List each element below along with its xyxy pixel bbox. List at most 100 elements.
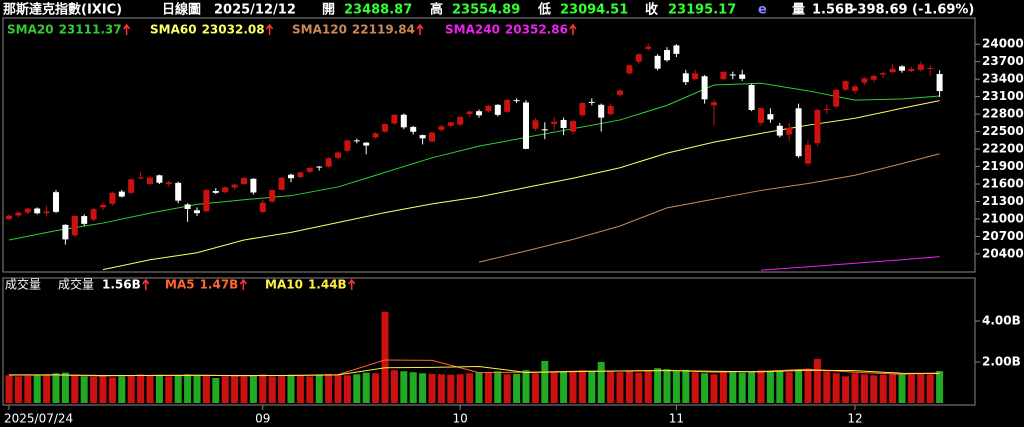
candle-body [682, 73, 689, 83]
candle-body [184, 204, 191, 209]
volume-bar [90, 376, 98, 403]
candle-body [457, 116, 464, 125]
candle-body [833, 89, 840, 107]
candle-body [626, 65, 633, 74]
candle-body [739, 74, 746, 79]
volume-bar [155, 374, 163, 403]
volume-bar [936, 371, 944, 403]
x-tick-label: 09 [255, 412, 270, 426]
candle-body [222, 187, 229, 193]
volume-bar [419, 373, 427, 403]
volume-bar [691, 372, 699, 403]
candle-body [729, 74, 736, 76]
y-tick-label: 23700 [982, 54, 1024, 68]
candle-body [532, 120, 539, 129]
volume-bar [400, 371, 408, 403]
candle-body [269, 190, 276, 202]
volume-bar [343, 375, 351, 403]
y-tick-label: 21600 [982, 177, 1024, 191]
up-arrow-icon [416, 23, 424, 35]
candle-body [250, 178, 257, 193]
volume-bar [437, 374, 445, 403]
y-tick-label: 22200 [982, 142, 1024, 156]
volume-bar [428, 373, 436, 403]
candle-body [720, 71, 727, 80]
volume-bar [907, 374, 915, 403]
legend-value: 20352.86 [505, 23, 568, 37]
candle-body [259, 202, 266, 212]
volume-bar [221, 376, 229, 403]
average-line [102, 100, 940, 271]
volume-bar [832, 373, 840, 403]
candle-body [410, 126, 417, 132]
candle-body [325, 158, 332, 167]
candle-body [71, 215, 78, 236]
candle-body [147, 177, 153, 185]
x-tick-label: 2025/07/24 [4, 412, 73, 426]
y-tick-label: 21900 [982, 159, 1024, 173]
y-tick-label: 22500 [982, 124, 1024, 138]
volume-bar [174, 375, 182, 403]
legend-value: 1.44B [308, 278, 347, 292]
volume-bar [362, 372, 370, 403]
candle-body [870, 76, 877, 80]
close-label: 收 [645, 2, 659, 18]
legend-value: 23032.08 [202, 23, 265, 37]
open-label: 開 [322, 3, 335, 18]
volume-bar [146, 375, 154, 403]
legend-name: SMA60 [150, 23, 197, 37]
volume-bar [99, 376, 107, 403]
volume-bar [287, 374, 295, 403]
volume-bar [926, 374, 934, 403]
up-arrow-icon [569, 23, 577, 35]
close-value: 23195.17 [668, 3, 736, 18]
volume-bar [729, 372, 737, 403]
candle-body [598, 104, 605, 118]
y-tick-label: 22800 [982, 107, 1024, 121]
volume-bar [748, 371, 756, 403]
candle-body [118, 191, 125, 197]
candle-body [137, 177, 144, 179]
volume-bar [513, 373, 521, 403]
volume-bar [813, 358, 821, 403]
volume-bar [494, 371, 502, 403]
candle-body [588, 101, 595, 103]
volume-bar [719, 371, 727, 403]
volume-bar [898, 373, 906, 403]
volume-bar [14, 376, 22, 403]
candle-body [654, 55, 661, 69]
candle-body [335, 152, 341, 158]
candle-body [711, 102, 717, 106]
volume-bar [296, 375, 304, 403]
candle-body [842, 81, 849, 90]
volume-bar [870, 375, 878, 403]
candle-body [297, 172, 304, 178]
candle-body [504, 99, 511, 112]
volume-bar [212, 377, 220, 403]
legend-name: 成交量 [58, 277, 94, 292]
candle-body [570, 121, 576, 132]
volume-bar [240, 376, 248, 403]
y-tick-label: 20400 [982, 246, 1024, 260]
legend-value: 1.56B [102, 278, 141, 292]
volume-bar [578, 370, 586, 403]
candle-body [635, 54, 642, 62]
volume-bar [860, 374, 868, 403]
volume-bar [842, 376, 850, 403]
candle-body [344, 140, 351, 151]
y-tick-label: 4.00B [982, 314, 1021, 328]
volume-bar [607, 370, 615, 403]
volume-value: 1.56B [812, 3, 854, 18]
average-line [478, 153, 940, 263]
candle-body [194, 210, 200, 214]
volume-bar [61, 372, 69, 403]
candle-body [438, 126, 445, 130]
candle-body [861, 78, 868, 83]
volume-bar [33, 375, 41, 403]
volume-bar [682, 369, 690, 403]
volume-bar [127, 375, 135, 403]
candle-body [466, 111, 473, 115]
volume-bar [917, 373, 925, 403]
volume-bar [137, 374, 145, 403]
